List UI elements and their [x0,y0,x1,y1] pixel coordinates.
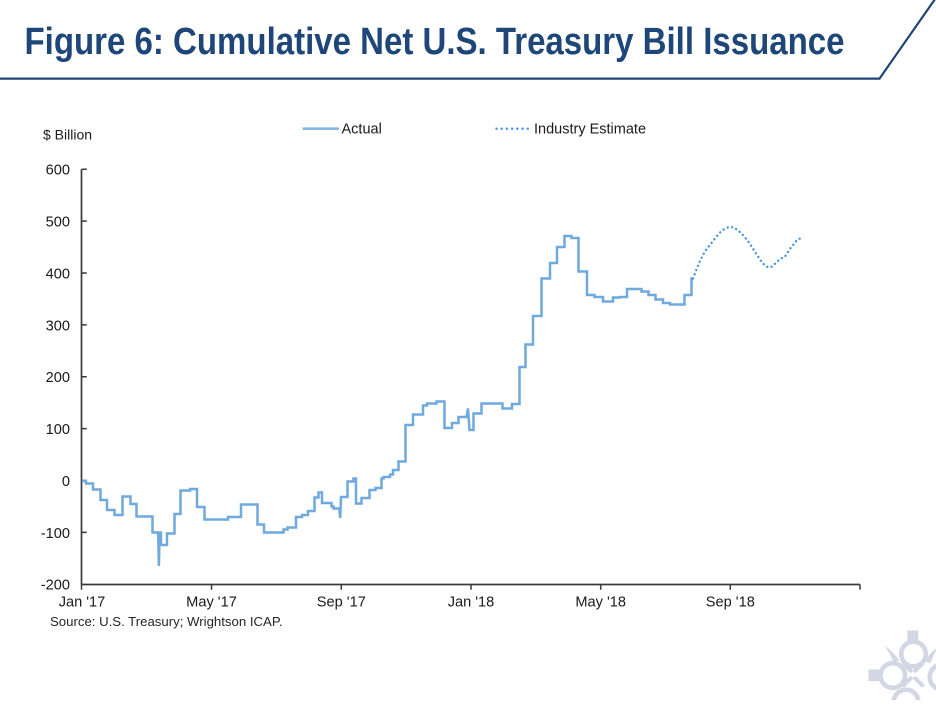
svg-text:Actual: Actual [342,122,382,138]
svg-text:Sep '17: Sep '17 [317,594,366,610]
svg-text:200: 200 [46,370,70,386]
svg-text:500: 500 [46,215,70,231]
svg-text:-200: -200 [41,578,70,594]
svg-text:600: 600 [46,163,70,179]
svg-text:Jan '17: Jan '17 [59,594,106,610]
svg-text:400: 400 [46,266,70,282]
svg-text:$ Billion: $ Billion [43,126,92,142]
svg-text:Jan '18: Jan '18 [448,594,495,610]
svg-text:May '17: May '17 [186,594,237,610]
svg-text:100: 100 [46,422,70,438]
svg-text:Industry Estimate: Industry Estimate [534,122,646,138]
svg-text:Figure 6: Cumulative Net U.S.: Figure 6: Cumulative Net U.S. Treasury B… [25,21,845,63]
svg-text:-100: -100 [41,526,70,542]
svg-text:May '18: May '18 [575,594,626,610]
svg-text:300: 300 [46,318,70,334]
svg-text:0: 0 [62,474,70,490]
svg-text:Source: U.S. Treasury; Wrights: Source: U.S. Treasury; Wrightson ICAP. [50,614,283,629]
svg-text:Sep '18: Sep '18 [706,594,755,610]
